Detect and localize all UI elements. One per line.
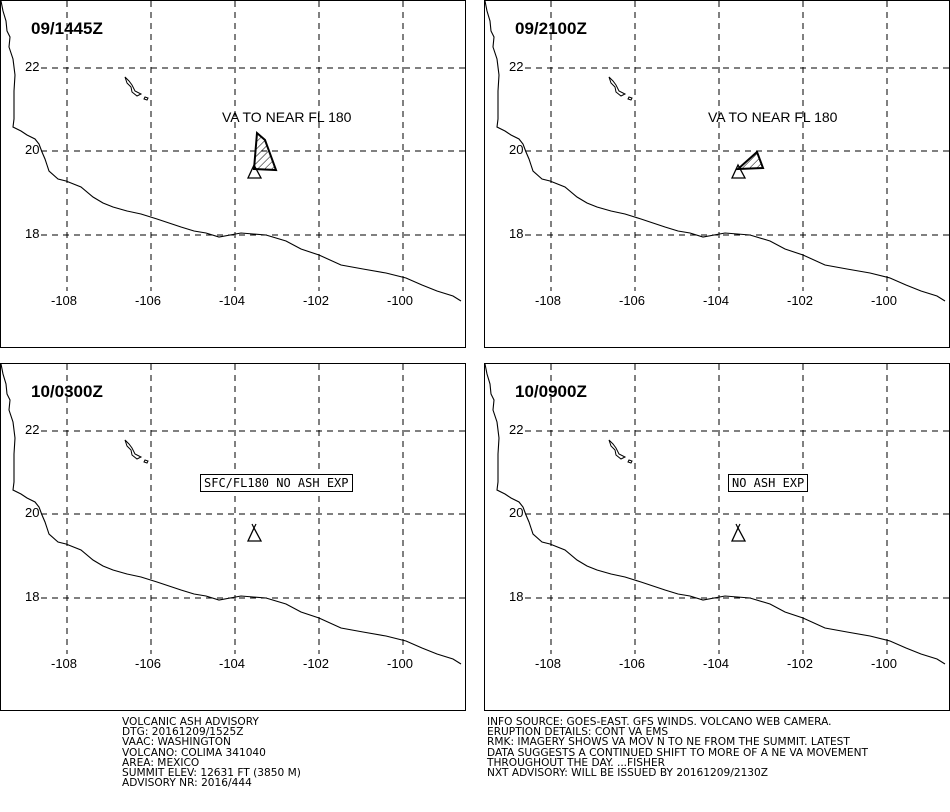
- latitude-label: 18: [25, 589, 40, 604]
- latitude-label: 22: [25, 59, 40, 74]
- advisory-volcano: VOLCANO: COLIMA 341040: [122, 746, 266, 759]
- longitude-label: -100: [871, 293, 898, 308]
- island-outline: [124, 439, 143, 460]
- latitude-label: 20: [509, 142, 524, 157]
- island-outline: [124, 76, 143, 97]
- coastline: [1, 1, 462, 302]
- volcano-icon: [246, 163, 263, 179]
- latitude-label: 18: [25, 226, 40, 241]
- panel-valid-time: 10/0300Z: [31, 382, 103, 401]
- map-canvas: [1, 364, 465, 665]
- latitude-label: 22: [509, 59, 524, 74]
- latitude-label: 20: [509, 505, 524, 520]
- longitude-label: -102: [303, 656, 330, 671]
- map-canvas: [485, 1, 949, 302]
- longitude-label: -102: [303, 293, 330, 308]
- advisory-summit-elev: SUMMIT ELEV: 12631 FT (3850 M): [122, 766, 301, 779]
- advisory-remark-line-1: RMK: IMAGERY SHOWS VA MOV N TO NE FROM T…: [487, 736, 850, 749]
- advisory-vaac: VAAC: WASHINGTON: [122, 736, 231, 749]
- longitude-label: -108: [535, 293, 562, 308]
- ash-height-label: VA TO NEAR FL 180: [222, 109, 352, 125]
- advisory-right-block: INFO SOURCE: GOES-EAST. GFS WINDS. VOLCA…: [487, 716, 868, 779]
- island-outline: [627, 96, 633, 101]
- forecast-panel-3: 10/0300Z 22 20 18 -108 -106 -104 -102 -100 SFC/FL…: [0, 363, 466, 711]
- latitude-label: 20: [25, 142, 40, 157]
- longitude-label: -102: [787, 656, 814, 671]
- coastline: [1, 364, 462, 665]
- latitude-label: 22: [509, 422, 524, 437]
- longitude-label: -100: [387, 293, 414, 308]
- island-outline: [143, 459, 149, 464]
- forecast-panel-2: 09/2100Z 22 20 18 -108 -106 -104 -102 -100 VA TO …: [484, 0, 950, 348]
- island-outline: [627, 459, 633, 464]
- latitude-label: 20: [25, 505, 40, 520]
- longitude-label: -102: [787, 293, 814, 308]
- longitude-label: -108: [51, 293, 78, 308]
- island-outline: [143, 96, 149, 101]
- advisory-number: ADVISORY NR: 2016/444: [122, 777, 252, 790]
- island-outline: [608, 439, 627, 460]
- map-canvas: [1, 1, 465, 302]
- advisory-eruption-details: ERUPTION DETAILS: CONT VA EMS: [487, 726, 669, 739]
- advisory-dtg: DTG: 20161209/1525Z: [122, 726, 244, 739]
- longitude-label: -108: [51, 656, 78, 671]
- coastline: [485, 1, 946, 302]
- longitude-label: -100: [871, 656, 898, 671]
- longitude-label: -106: [135, 293, 162, 308]
- longitude-label: -106: [135, 656, 162, 671]
- advisory-next: NXT ADVISORY: WILL BE ISSUED BY 20161209…: [487, 766, 769, 779]
- ash-cloud-polygon: [252, 130, 278, 172]
- latitude-label: 18: [509, 226, 524, 241]
- longitude-label: -100: [387, 656, 414, 671]
- panel-valid-time: 10/0900Z: [515, 382, 587, 401]
- ash-status-box: NO ASH EXP: [728, 474, 809, 492]
- latitude-label: 18: [509, 589, 524, 604]
- advisory-left-block: VOLCANIC ASH ADVISORY DTG: 20161209/1525…: [122, 716, 301, 790]
- longitude-label: -104: [703, 656, 730, 671]
- advisory-area: AREA: MEXICO: [122, 756, 200, 769]
- advisory-remark-line-2: DATA SUGGESTS A CONTINUED SHIFT TO MORE …: [487, 746, 868, 759]
- ash-cloud-polygon: [735, 150, 765, 171]
- map-canvas: [485, 364, 949, 665]
- coastline: [485, 364, 946, 665]
- longitude-label: -106: [619, 656, 646, 671]
- volcano-icon: [730, 163, 747, 179]
- latitude-label: 22: [25, 422, 40, 437]
- volcano-icon: [246, 523, 263, 542]
- advisory-title: VOLCANIC ASH ADVISORY: [122, 716, 259, 728]
- longitude-label: -108: [535, 656, 562, 671]
- volcano-icon: [730, 523, 747, 542]
- island-outline: [608, 76, 627, 97]
- forecast-panel-4: 10/0900Z 22 20 18 -108 -106 -104 -102 -100 NO ASH…: [484, 363, 950, 711]
- advisory-info-source: INFO SOURCE: GOES-EAST. GFS WINDS. VOLCA…: [487, 716, 832, 728]
- advisory-remark-line-3: THROUGHOUT THE DAY. ...FISHER: [487, 756, 666, 769]
- longitude-label: -104: [703, 293, 730, 308]
- ash-height-label: VA TO NEAR FL 180: [708, 109, 838, 125]
- ash-status-box: SFC/FL180 NO ASH EXP: [200, 474, 353, 492]
- longitude-label: -104: [219, 293, 246, 308]
- forecast-panel-1: 09/1445Z 22 20 18 -108 -106 -104 -102 -100 VA TO …: [0, 0, 466, 348]
- panel-valid-time: 09/1445Z: [31, 19, 103, 38]
- longitude-label: -104: [219, 656, 246, 671]
- panel-valid-time: 09/2100Z: [515, 19, 587, 38]
- longitude-label: -106: [619, 293, 646, 308]
